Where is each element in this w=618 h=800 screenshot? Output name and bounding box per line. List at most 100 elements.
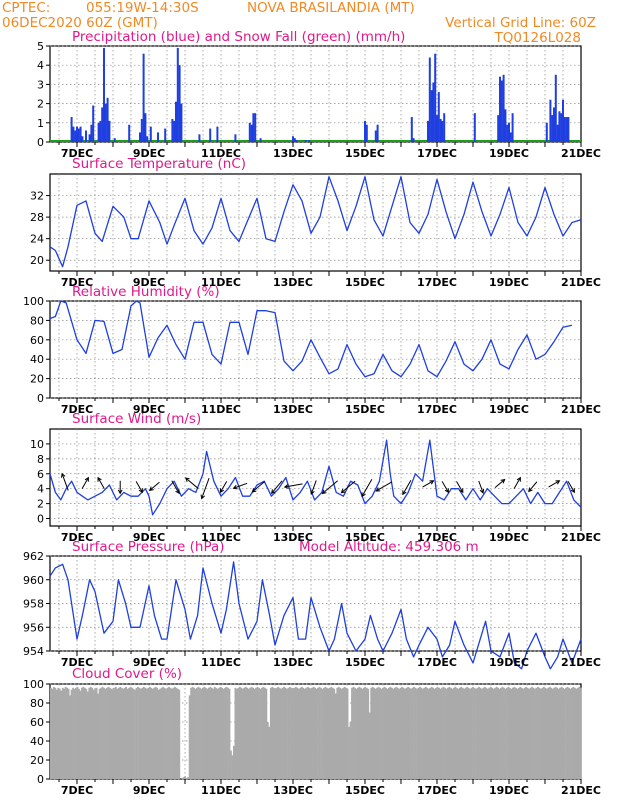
- cloud-bar: [142, 686, 145, 779]
- cloud-bar: [63, 688, 66, 779]
- cloud-bar: [522, 688, 525, 779]
- cloud-bar: [398, 688, 401, 779]
- wind-arrow: [528, 481, 538, 492]
- wind-arrow: [567, 481, 575, 493]
- x-tick-label: 9DEC: [133, 276, 165, 289]
- cloud-bar: [537, 686, 539, 779]
- y-tick-label: 6: [37, 468, 44, 481]
- wind-arrow: [233, 482, 248, 489]
- y-tick-label: 60: [30, 334, 44, 347]
- precip-bar: [259, 138, 262, 142]
- precip-bar: [508, 122, 510, 142]
- cloud-bar: [178, 689, 181, 779]
- precip-bar: [108, 120, 111, 142]
- cloud-bar: [78, 688, 80, 779]
- cloud-bar: [488, 687, 491, 779]
- cloud-bar: [297, 688, 300, 779]
- precip-bar: [428, 57, 431, 142]
- cloud-bar: [148, 686, 151, 779]
- cloud-bar: [98, 688, 101, 779]
- x-tick-label: 19DEC: [489, 656, 529, 669]
- cloud-bar: [157, 689, 160, 779]
- cloud-bar: [352, 686, 355, 779]
- cloud-bar: [289, 686, 291, 779]
- cloud-bar: [516, 688, 519, 779]
- cloud-bar: [336, 687, 339, 779]
- cloud-bar: [162, 686, 164, 779]
- cloud-bar: [500, 687, 502, 779]
- cloud-bar: [448, 686, 451, 779]
- cloud-bar: [559, 687, 561, 779]
- wind-arrow-head: [361, 492, 366, 498]
- precip-bar: [563, 117, 566, 142]
- cloud-bar: [461, 687, 464, 779]
- wind-arrow: [135, 481, 143, 493]
- panel-frame: [49, 428, 582, 527]
- cloud-bar: [50, 687, 52, 779]
- wind-arrow-head: [283, 484, 289, 489]
- cloud-bar: [414, 687, 417, 779]
- cloud-bar: [128, 687, 131, 779]
- cloud-bar: [509, 687, 511, 779]
- cloud-bar: [358, 686, 361, 779]
- precip-bar: [308, 140, 311, 142]
- cloud-bar: [326, 687, 328, 779]
- cloud-bar: [426, 687, 429, 779]
- cloud-bar: [513, 686, 516, 779]
- wind-arrow: [97, 477, 105, 489]
- y-tick-label: 962: [23, 550, 44, 563]
- wind-arrow-head: [570, 488, 575, 494]
- cloud-bar: [575, 688, 578, 779]
- cloud-bar: [119, 686, 122, 779]
- y-tick-label: 60: [30, 716, 44, 729]
- cloud-bar: [218, 687, 221, 779]
- cloud-bar: [324, 686, 327, 779]
- cloud-bar: [66, 687, 69, 779]
- x-tick-label: 19DEC: [489, 403, 529, 416]
- cloud-bar: [517, 687, 520, 779]
- precip-bar: [173, 120, 176, 142]
- cloud-bar: [169, 687, 172, 779]
- precip-bar: [72, 126, 75, 142]
- wind-arrow-head: [138, 488, 143, 494]
- cloud-bar: [333, 688, 336, 779]
- cloud-bar: [114, 686, 117, 779]
- cloud-bar: [259, 688, 262, 779]
- cloud-bar: [280, 688, 283, 779]
- cloud-bar: [330, 686, 333, 779]
- precip-bar: [70, 117, 73, 142]
- y-tick-label: 0: [37, 513, 44, 526]
- y-tick-label: 0: [37, 773, 44, 786]
- cloud-bar: [253, 688, 256, 779]
- cloud-bar: [535, 687, 538, 779]
- precip-bar: [81, 136, 84, 142]
- cloud-bar: [576, 687, 579, 779]
- cloud-bar: [371, 686, 374, 779]
- cloud-bar: [64, 686, 67, 779]
- cloud-bar: [225, 686, 228, 779]
- cloud-bar: [73, 688, 76, 779]
- cloud-bar: [58, 688, 61, 779]
- wind-arrow-head: [310, 489, 315, 495]
- cloud-bar: [286, 688, 288, 779]
- cloud-bar: [556, 687, 559, 779]
- cloud-bar: [86, 691, 89, 779]
- cloud-bar: [235, 688, 238, 779]
- cloud-bar: [262, 686, 265, 779]
- panel-title: Surface Pressure (hPa): [72, 539, 225, 555]
- x-tick-label: 15DEC: [345, 656, 385, 669]
- cloud-bar: [417, 687, 420, 779]
- wind-arrow-head: [60, 472, 66, 478]
- wind-arrow-head: [516, 476, 521, 482]
- cloud-bar: [196, 687, 198, 779]
- x-tick-label: 19DEC: [489, 531, 529, 544]
- cloud-bar: [172, 687, 175, 779]
- precip-bar: [410, 117, 413, 142]
- cloud-bar: [75, 687, 77, 779]
- y-tick-label: 80: [30, 314, 44, 327]
- header-station: NOVA BRASILANDIA (MT): [247, 0, 415, 16]
- cloud-bar: [334, 693, 337, 779]
- x-tick-label: 21DEC: [561, 656, 601, 669]
- cloud-bar: [534, 688, 536, 779]
- panel-title: Relative Humidity (%): [72, 284, 220, 300]
